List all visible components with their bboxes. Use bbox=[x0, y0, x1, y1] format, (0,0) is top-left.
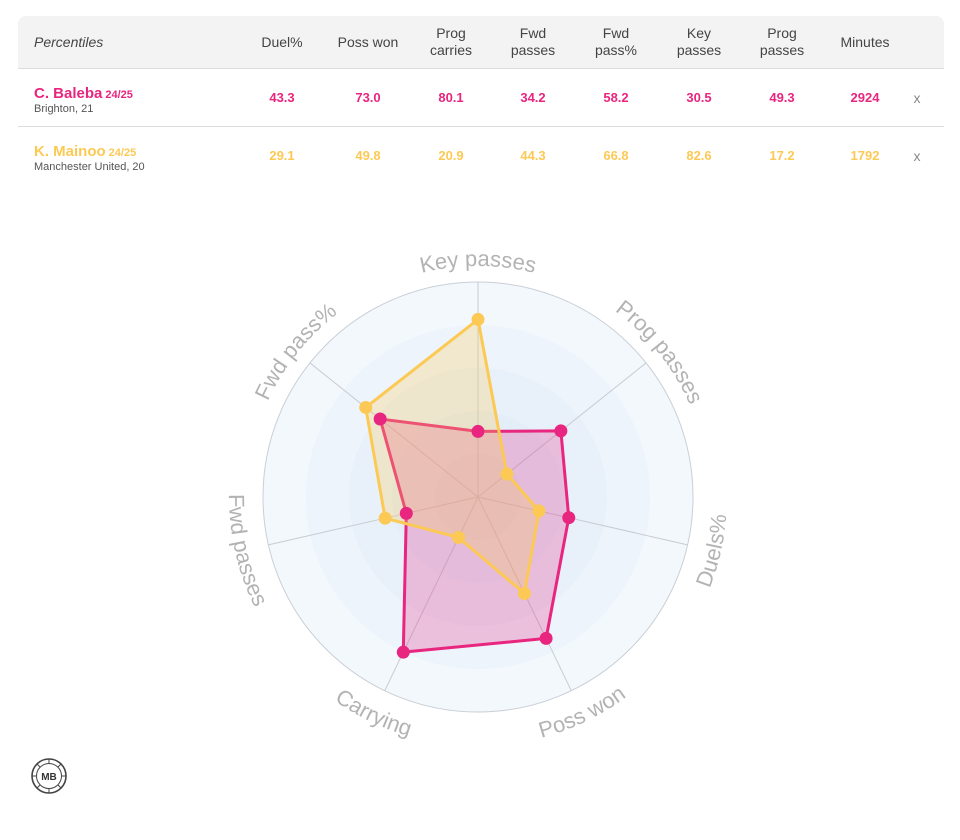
radar-spoke bbox=[477, 496, 688, 546]
header-col-0: Duel% bbox=[261, 33, 303, 50]
value-cell: 30.5 bbox=[686, 90, 712, 105]
axis-label-text: Duels% bbox=[691, 513, 732, 591]
remove-player-button[interactable]: x bbox=[913, 147, 921, 164]
axis-label: Duels% bbox=[691, 513, 732, 591]
data-point bbox=[532, 504, 546, 518]
player-club-mainoo: Manchester United, 20 bbox=[34, 161, 145, 173]
percentile-table: Percentiles Duel% Poss won Prog carries Fwd… bbox=[18, 16, 944, 184]
radar-spoke bbox=[309, 362, 479, 498]
header-col-2: Prog carries bbox=[429, 25, 472, 58]
header-col-6: Prog passes bbox=[759, 25, 805, 58]
player-name-mainoo: K. Mainoo 24/25 bbox=[34, 143, 136, 160]
player-name-text: K. Mainoo bbox=[34, 143, 106, 160]
remove-player-button[interactable]: x bbox=[913, 89, 921, 106]
data-point bbox=[373, 412, 387, 426]
data-point bbox=[562, 511, 576, 525]
player-season: 24/25 bbox=[105, 89, 133, 101]
table-header: Percentiles Duel% Poss won Prog carries Fwd… bbox=[18, 16, 944, 69]
data-point bbox=[539, 631, 553, 645]
player-club-baleba: Brighton, 21 bbox=[34, 103, 94, 115]
player-name-text: C. Baleba bbox=[34, 85, 103, 102]
header-col-7: Minutes bbox=[840, 33, 890, 50]
player-row-baleba: C. Baleba 24/25 Brighton, 21 43.3 73.0 80.1… bbox=[18, 69, 944, 127]
value-cell: 43.3 bbox=[269, 90, 295, 105]
header-col-4: Fwd pass% bbox=[594, 25, 638, 58]
data-point bbox=[452, 530, 466, 544]
player-row-mainoo: K. Mainoo 24/25 Manchester United, 20 29.… bbox=[18, 127, 944, 184]
header-col-5: Key passes bbox=[676, 25, 722, 58]
axis-label: Key passes bbox=[417, 246, 538, 278]
data-point bbox=[359, 400, 373, 414]
data-point bbox=[471, 312, 485, 326]
header-col-1: Poss won bbox=[337, 33, 399, 50]
value-cell: 73.0 bbox=[355, 90, 381, 105]
series-area-mainoo bbox=[364, 317, 541, 595]
value-cell: 49.8 bbox=[355, 148, 381, 163]
value-cell: 2924 bbox=[850, 90, 880, 105]
value-cell: 44.3 bbox=[520, 148, 546, 163]
player-season: 24/25 bbox=[108, 147, 137, 159]
data-point bbox=[554, 424, 568, 438]
data-point bbox=[500, 467, 514, 481]
radar-spoke bbox=[384, 496, 479, 691]
mb-logo-icon: MB bbox=[31, 758, 67, 794]
data-point bbox=[517, 586, 531, 600]
data-point bbox=[378, 511, 392, 525]
value-cell: 80.1 bbox=[438, 90, 464, 105]
value-cell: 58.2 bbox=[603, 90, 629, 105]
player-name-baleba: C. Baleba 24/25 bbox=[34, 85, 133, 102]
value-cell: 17.2 bbox=[769, 148, 795, 163]
value-cell: 49.3 bbox=[769, 90, 795, 105]
radar-spoke bbox=[268, 496, 479, 546]
value-cell: 82.6 bbox=[686, 148, 712, 163]
data-point bbox=[471, 424, 485, 438]
data-point bbox=[399, 506, 413, 520]
value-cell: 20.9 bbox=[438, 148, 464, 163]
value-cell: 29.1 bbox=[269, 148, 295, 163]
data-point bbox=[396, 645, 410, 659]
axis-label-text: Key passes bbox=[417, 246, 538, 278]
logo-text: MB bbox=[41, 772, 57, 783]
header-col-3: Fwd passes bbox=[510, 25, 556, 58]
value-cell: 1792 bbox=[850, 148, 880, 163]
value-cell: 66.8 bbox=[603, 148, 629, 163]
value-cell: 34.2 bbox=[520, 90, 546, 105]
header-percentiles: Percentiles bbox=[34, 33, 104, 50]
